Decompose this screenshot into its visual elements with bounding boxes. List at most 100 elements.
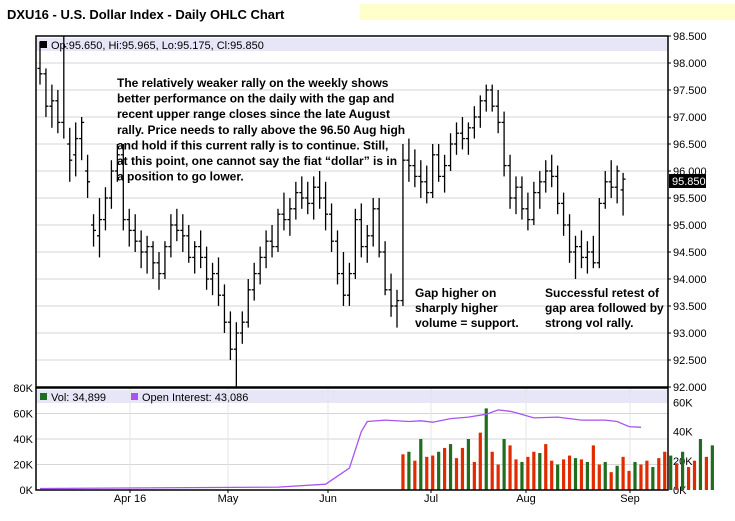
volume-bar (645, 460, 649, 490)
annotation-line: Successful retest of (545, 286, 660, 300)
price-tick-label: 96.500 (673, 139, 707, 151)
price-panel: Op:95.650, Hi:95.965, Lo:95.175, Cl:95.8… (35, 31, 707, 394)
ohlc-bar (507, 154, 513, 209)
volume-bar (431, 455, 435, 490)
volume-bar (407, 451, 411, 490)
ohlc-bar (400, 144, 406, 306)
ohlc-bar (465, 122, 471, 155)
ohlc-bar (620, 172, 626, 216)
ohlc-bar (186, 225, 192, 263)
ohlc-bar (519, 176, 525, 220)
ohlc-bar (513, 176, 519, 215)
ohlc-bar (67, 127, 73, 182)
oi-tick-label: 60K (673, 398, 693, 410)
annotation-note-main: The relatively weaker rally on the weekl… (117, 76, 405, 184)
top-highlight-bar (360, 4, 735, 20)
ohlc-bar (602, 171, 608, 209)
ohlc-bar (394, 289, 400, 328)
price-tick-label: 98.000 (673, 58, 707, 70)
volume-bar (448, 444, 453, 490)
price-legend-bar (36, 38, 668, 51)
ohlc-bar (317, 171, 323, 209)
ohlc-bar (412, 149, 418, 188)
ohlc-bar (174, 208, 180, 242)
annotation-line: strong vol rally. (545, 316, 633, 330)
ohlc-bar (150, 241, 156, 279)
ohlc-bar (91, 214, 97, 247)
annotation-line: at this point, one cannot say the fiat “… (117, 154, 397, 168)
annotation-line: recent upper range closes since the late… (117, 107, 390, 121)
ohlc-bar (293, 181, 299, 220)
ohlc-bar (102, 187, 108, 231)
ohlc-bar (364, 225, 370, 263)
x-tick-label: Sep (620, 493, 640, 505)
price-tick-label: 92.000 (673, 382, 707, 394)
volume-bar (520, 461, 524, 490)
ohlc-bar (358, 203, 364, 258)
volume-bar (657, 458, 661, 490)
ohlc-bar (79, 117, 85, 161)
ohlc-bar (311, 176, 317, 220)
ohlc-bar (61, 36, 67, 139)
annotation-note-gap: Gap higher on sharply higher volume = supp… (415, 286, 519, 330)
price-tick-label: 95.000 (673, 220, 707, 232)
price-tick-label: 94.000 (673, 274, 707, 286)
ohlc-bar (459, 117, 465, 150)
ohlc-bar (192, 241, 198, 274)
ohlc-bar (424, 165, 430, 204)
volume-bar (454, 458, 459, 490)
volume-bar (544, 444, 548, 490)
ohlc-bar (406, 138, 412, 182)
annotation-line: and hold if this current rally is to con… (117, 138, 388, 152)
price-tick-label: 93.000 (673, 328, 707, 340)
volume-bar (508, 445, 512, 490)
x-tick-label: May (218, 493, 239, 505)
ohlc-bar (382, 241, 388, 296)
ohlc-bar (543, 160, 549, 193)
ohlc-bar (614, 165, 620, 204)
annotation-line: Gap higher on (415, 286, 496, 300)
ohlc-bar (210, 262, 216, 296)
ohlc-bars (37, 36, 626, 387)
volume-bar (502, 439, 506, 490)
ohlc-bar (471, 106, 477, 139)
annotation-line: The relatively weaker rally on the weekl… (117, 76, 389, 90)
volume-bar (556, 464, 560, 490)
ohlc-bar (525, 192, 531, 231)
annotation-line: rally. Price needs to rally above the 96… (117, 123, 405, 137)
ohlc-bar (335, 230, 340, 285)
volume-bar (579, 459, 584, 490)
annotation-line: volume = support. (415, 316, 519, 330)
volume-panel-frame (35, 387, 669, 491)
ohlc-bar (162, 241, 168, 279)
annotation-line: sharply higher (415, 301, 498, 315)
x-tick-label: Apr 16 (114, 493, 146, 505)
price-panel-frame (35, 35, 669, 388)
volume-bar (567, 455, 572, 490)
volume-bars (401, 408, 714, 490)
ohlc-bar (97, 198, 102, 258)
ohlc-bar (370, 198, 376, 247)
annotation-line: a position to go lower. (117, 170, 244, 184)
volume-bar (484, 408, 488, 490)
ohlc-bar (483, 84, 489, 112)
ohlc-bar (216, 257, 221, 306)
volume-bar (460, 447, 465, 490)
volume-bar (591, 445, 595, 490)
volume-tick-label: 0K (20, 485, 34, 497)
ohlc-bar (489, 84, 495, 112)
volume-tick-label: 80K (13, 383, 33, 395)
price-legend-marker (40, 41, 47, 48)
ohlc-bar (263, 230, 269, 269)
volume-tick-label: 20K (13, 460, 33, 472)
volume-panel: Vol: 34,899 Open Interest: 43,086 80K 60K… (13, 383, 714, 497)
volume-bar (710, 445, 714, 490)
ohlc-bar (454, 122, 459, 155)
ohlc-bar (156, 252, 162, 290)
annotations: The relatively weaker rally on the weekl… (117, 76, 664, 330)
ohlc-bar (329, 203, 335, 252)
ohlc-bar (43, 68, 49, 117)
volume-bar (609, 472, 613, 490)
volume-bar (615, 465, 619, 490)
ohlc-bar (501, 111, 507, 177)
